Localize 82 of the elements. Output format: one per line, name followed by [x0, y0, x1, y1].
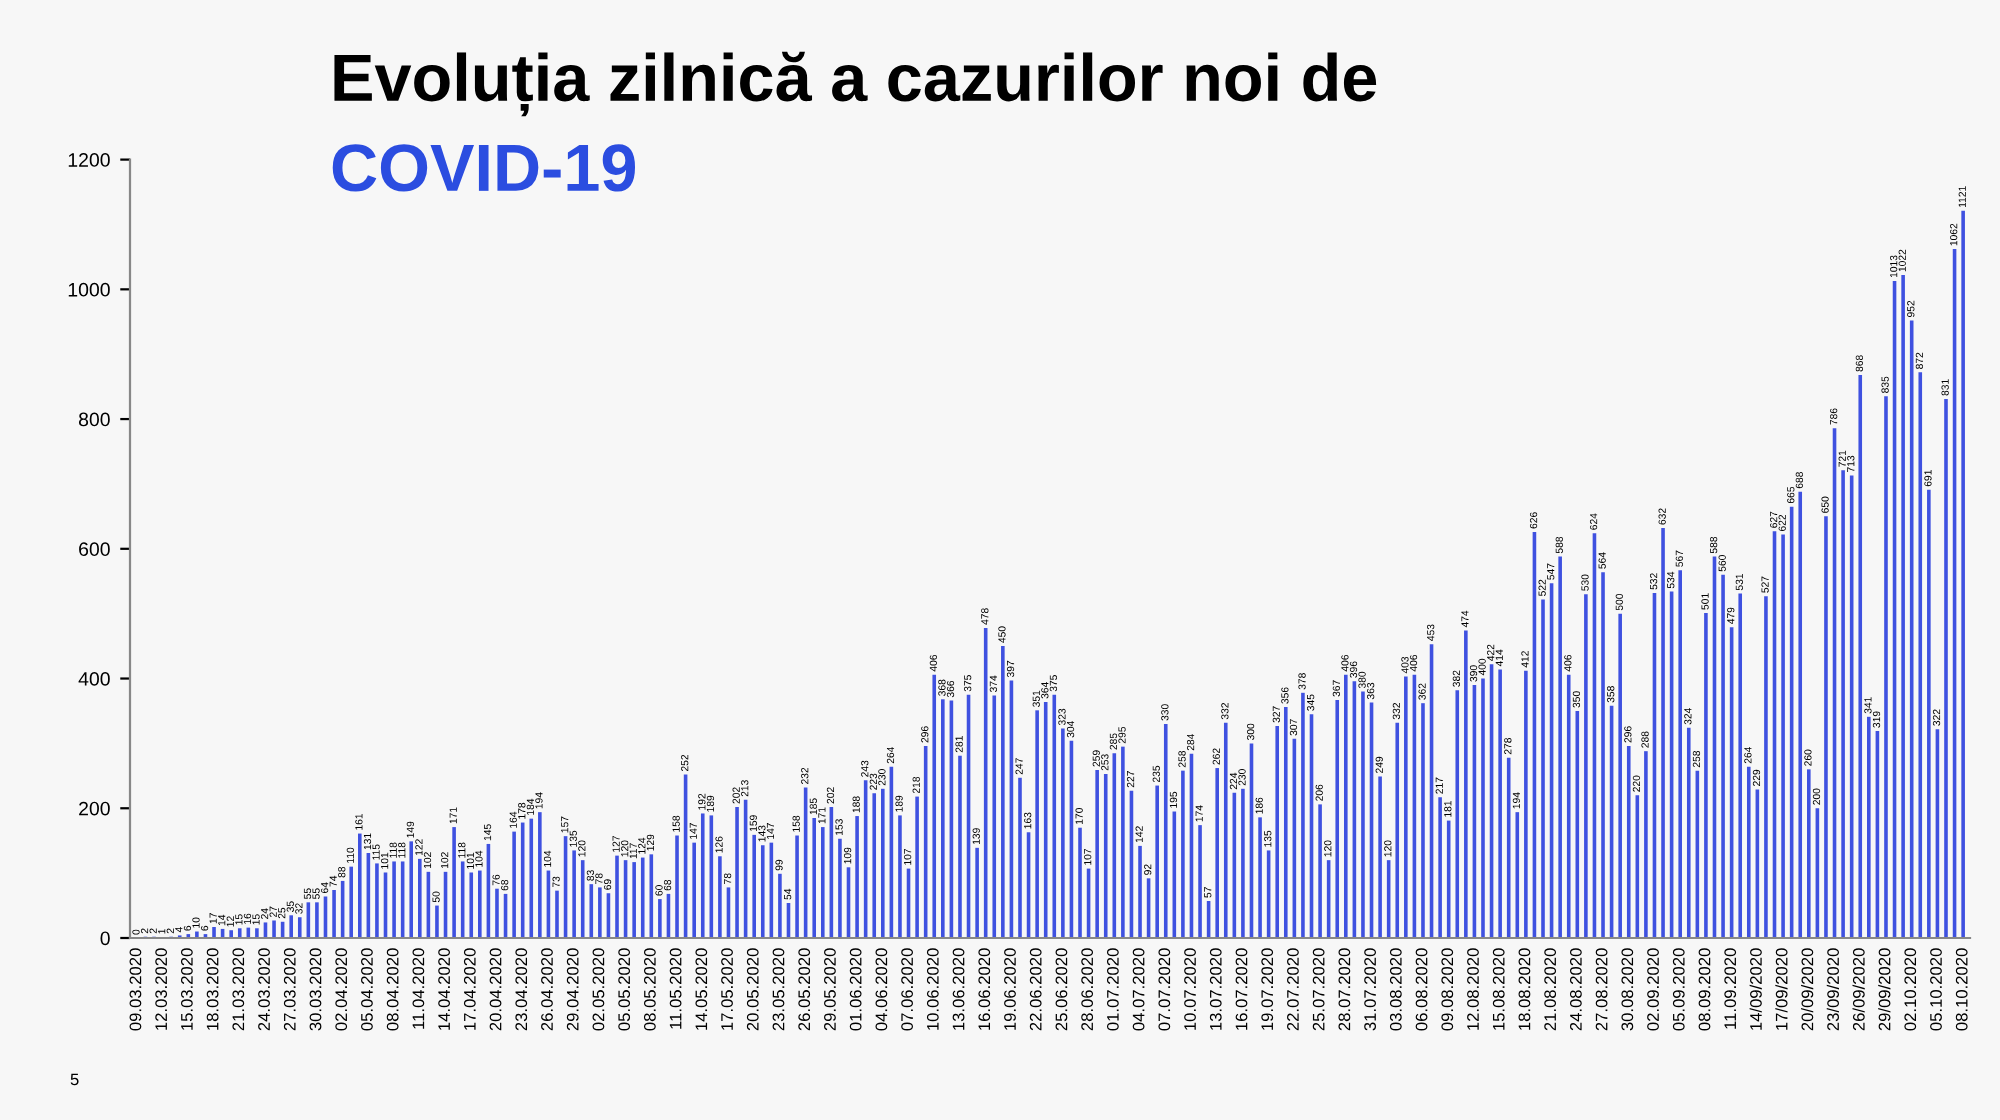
x-tick-label: 29/09/2020 [1878, 948, 1891, 1031]
x-tick-label: 02.09.2020 [1647, 948, 1659, 1031]
x-tick-label: 28.07.2020 [1338, 948, 1351, 1031]
x-tick-label: 11.05.2020 [669, 948, 682, 1029]
x-tick-label: 26.05.2020 [798, 948, 811, 1031]
x-tick-label: 02.04.2020 [335, 948, 348, 1031]
x-tick-label: 04.06.2020 [875, 948, 888, 1031]
x-tick-label: 08.09.2020 [1698, 948, 1711, 1031]
x-tick-label: 20.05.2020 [746, 948, 759, 1031]
x-tick-label: 29.05.2020 [824, 948, 836, 1031]
x-tick-label: 24.08.2020 [1569, 948, 1582, 1031]
x-tick-label: 24.03.2020 [258, 948, 270, 1031]
x-tick-label: 16.06.2020 [978, 948, 991, 1030]
x-tick-label: 19.06.2020 [1004, 948, 1016, 1030]
x-tick-label: 05.09.2020 [1672, 948, 1685, 1031]
x-tick-label: 25.07.2020 [1312, 948, 1325, 1031]
x-tick-label: 14/09/2020 [1749, 948, 1762, 1030]
x-tick-label: 08.10.2020 [1955, 948, 1968, 1031]
x-tick-label: 19.07.2020 [1261, 948, 1274, 1030]
y-tick-label: 200 [79, 801, 110, 816]
y-tick-label: 1200 [68, 153, 110, 167]
y-tick-label: 0 [100, 931, 110, 946]
x-tick-label: 26.04.2020 [541, 948, 553, 1031]
x-tick-label: 10.06.2020 [926, 948, 939, 1030]
x-tick-label: 29.04.2020 [566, 948, 579, 1031]
x-tick-label: 15.03.2020 [180, 948, 193, 1030]
x-tick-label: 20.04.2020 [489, 948, 502, 1031]
x-tick-label: 01.07.2020 [1106, 948, 1119, 1031]
y-tick-label: 400 [78, 672, 110, 686]
x-tick-label: 17.05.2020 [721, 948, 733, 1030]
x-tick-label: 22.07.2020 [1287, 948, 1299, 1031]
x-tick-label: 09.03.2020 [129, 948, 142, 1031]
x-tick-label: 13.07.2020 [1209, 948, 1222, 1030]
x-tick-label: 02.10.2020 [1904, 948, 1917, 1031]
chart-title: Evoluția zilnică a cazurilor noi de [334, 51, 1377, 117]
x-tick-label: 30.03.2020 [309, 948, 322, 1031]
x-tick-label: 14.05.2020 [695, 948, 708, 1030]
x-tick-label: 27.08.2020 [1595, 948, 1608, 1031]
x-tick-label: 01.06.2020 [849, 948, 862, 1031]
x-tick-label: 02.05.2020 [592, 948, 605, 1031]
x-tick-label: 05.05.2020 [618, 948, 631, 1031]
x-tick-label: 30.08.2020 [1621, 948, 1634, 1031]
x-tick-label: 17/09/2020 [1775, 948, 1788, 1030]
x-tick-label: 14.04.2020 [438, 948, 450, 1030]
x-tick-label: 12.08.2020 [1467, 948, 1479, 1030]
x-tick-label: 09.08.2020 [1441, 948, 1454, 1031]
x-tick-label: 18.08.2020 [1518, 948, 1531, 1030]
x-tick-label: 22.06.2020 [1029, 948, 1042, 1031]
x-tick-label: 08.04.2020 [386, 948, 399, 1031]
x-tick-label: 06.08.2020 [1415, 948, 1428, 1031]
x-tick-label: 08.05.2020 [643, 948, 656, 1031]
x-tick-label: 11.04.2020 [412, 948, 425, 1029]
x-tick-label: 25.06.2020 [1055, 948, 1068, 1031]
x-tick-label: 27.03.2020 [283, 948, 296, 1031]
x-tick-label: 07.07.2020 [1158, 948, 1171, 1031]
y-tick-label: 800 [78, 412, 110, 427]
x-tick-label: 23/09/2020 [1826, 948, 1839, 1031]
x-tick-label: 18.03.2020 [206, 948, 219, 1030]
x-tick-label: 11.09.2020 [1724, 948, 1737, 1029]
x-tick-label: 16.07.2020 [1235, 948, 1248, 1030]
x-tick-label: 04.07.2020 [1132, 948, 1145, 1031]
x-tick-label: 23.04.2020 [515, 948, 528, 1031]
x-tick-label: 21.08.2020 [1544, 948, 1557, 1031]
x-tick-label: 31.07.2020 [1364, 948, 1376, 1031]
x-tick-label: 26/09/2020 [1852, 948, 1865, 1031]
y-tick-label: 1000 [68, 282, 110, 297]
x-tick-label: 17.04.2020 [463, 948, 476, 1030]
x-tick-label: 21.03.2020 [232, 948, 245, 1031]
x-tick-label: 10.07.2020 [1184, 948, 1196, 1030]
x-tick-label: 13.06.2020 [952, 948, 965, 1030]
x-tick-label: 03.08.2020 [1389, 948, 1402, 1031]
x-tick-label: 23.05.2020 [772, 948, 785, 1031]
x-tick-label: 05.04.2020 [361, 948, 373, 1031]
x-tick-label: 12.03.2020 [155, 948, 168, 1030]
y-tick-label: 600 [79, 542, 110, 557]
x-tick-label: 15.08.2020 [1492, 948, 1505, 1030]
x-tick-label: 07.06.2020 [901, 948, 913, 1031]
chart-subtitle: COVID-19 [332, 144, 636, 192]
x-tick-label: 20/09/2020 [1801, 948, 1814, 1031]
text: 5 [70, 1073, 79, 1086]
x-tick-label: 05.10.2020 [1930, 948, 1942, 1031]
x-tick-label: 28.06.2020 [1081, 948, 1094, 1031]
